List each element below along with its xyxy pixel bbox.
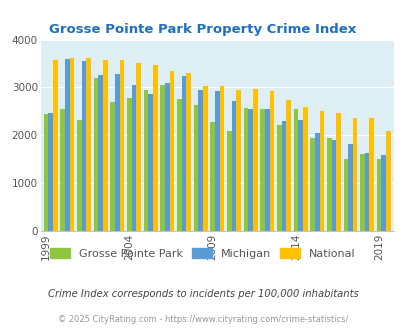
Bar xyxy=(177,99,181,231)
Bar xyxy=(77,119,81,231)
Bar xyxy=(115,74,119,231)
Bar xyxy=(347,145,352,231)
Bar xyxy=(214,91,219,231)
Bar xyxy=(193,105,198,231)
Bar xyxy=(69,58,74,231)
Bar xyxy=(269,91,273,231)
Bar xyxy=(260,110,264,231)
Bar xyxy=(335,113,340,231)
Bar xyxy=(369,118,373,231)
Text: Grosse Pointe Park Property Crime Index: Grosse Pointe Park Property Crime Index xyxy=(49,23,356,36)
Bar xyxy=(326,138,331,231)
Bar xyxy=(131,84,136,231)
Bar xyxy=(226,131,231,231)
Bar xyxy=(281,121,286,231)
Bar xyxy=(65,59,69,231)
Bar xyxy=(297,119,302,231)
Bar xyxy=(359,154,364,231)
Bar xyxy=(60,110,65,231)
Bar xyxy=(93,78,98,231)
Bar xyxy=(110,102,115,231)
Bar xyxy=(243,108,247,231)
Bar xyxy=(231,101,236,231)
Bar xyxy=(148,94,153,231)
Bar xyxy=(198,90,202,231)
Bar xyxy=(86,58,91,231)
Bar xyxy=(186,73,190,231)
Bar xyxy=(331,140,335,231)
Bar xyxy=(302,107,307,231)
Bar xyxy=(181,76,186,231)
Bar xyxy=(160,85,164,231)
Bar xyxy=(53,60,58,231)
Bar xyxy=(352,118,357,231)
Bar xyxy=(319,111,323,231)
Bar xyxy=(127,98,131,231)
Bar xyxy=(376,159,381,231)
Bar xyxy=(276,125,281,231)
Bar xyxy=(43,114,48,231)
Bar xyxy=(385,130,390,231)
Bar xyxy=(48,113,53,231)
Bar xyxy=(210,122,214,231)
Bar xyxy=(264,109,269,231)
Bar xyxy=(293,110,297,231)
Bar xyxy=(169,71,174,231)
Bar xyxy=(98,76,102,231)
Bar xyxy=(119,60,124,231)
Bar xyxy=(164,83,169,231)
Bar xyxy=(314,133,319,231)
Bar xyxy=(247,109,252,231)
Bar xyxy=(81,61,86,231)
Bar xyxy=(136,63,141,231)
Bar xyxy=(252,89,257,231)
Bar xyxy=(381,155,385,231)
Text: Crime Index corresponds to incidents per 100,000 inhabitants: Crime Index corresponds to incidents per… xyxy=(47,289,358,299)
Bar xyxy=(102,60,107,231)
Bar xyxy=(202,85,207,231)
Bar xyxy=(219,85,224,231)
Legend: Grosse Pointe Park, Michigan, National: Grosse Pointe Park, Michigan, National xyxy=(46,244,359,263)
Bar xyxy=(143,90,148,231)
Bar xyxy=(286,100,290,231)
Bar xyxy=(153,65,157,231)
Bar xyxy=(236,90,240,231)
Text: © 2025 CityRating.com - https://www.cityrating.com/crime-statistics/: © 2025 CityRating.com - https://www.city… xyxy=(58,315,347,324)
Bar xyxy=(343,159,347,231)
Bar xyxy=(364,152,369,231)
Bar xyxy=(309,138,314,231)
